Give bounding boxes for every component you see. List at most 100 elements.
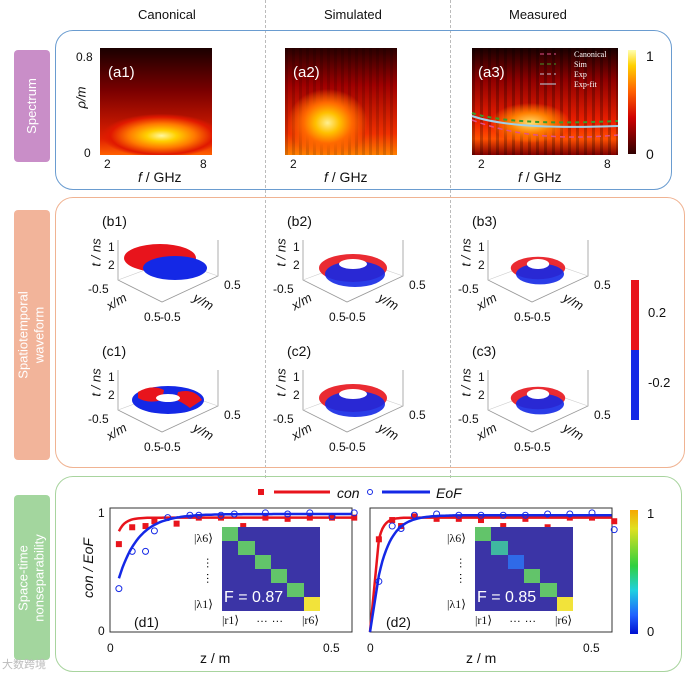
- x-axis-label: f / GHz: [138, 169, 182, 185]
- tick: -0.5: [160, 310, 181, 324]
- panel-label: (b2): [287, 213, 312, 229]
- inset-col-label: |r6⟩: [302, 613, 320, 627]
- EoF-data-point: [588, 509, 596, 517]
- waveform-3d-plot: [117, 370, 219, 433]
- EoF-data-point: [195, 511, 203, 519]
- xtick: 2: [290, 157, 297, 171]
- EoF-data-point: [544, 510, 552, 518]
- tick: 0.5: [594, 408, 611, 422]
- con-data-point: [284, 515, 291, 522]
- panel-label-d1: (d1): [134, 614, 159, 630]
- heatmap-a2: [285, 48, 397, 155]
- inset-ellipsis: … …: [509, 611, 537, 625]
- inset-ellipsis: … …: [204, 557, 218, 585]
- waveform-3d-plot: [302, 240, 404, 303]
- x-axis-label: f / GHz: [518, 169, 562, 185]
- EoF-data-point: [499, 511, 507, 519]
- tick: -0.5: [345, 310, 366, 324]
- EoF-data-point: [186, 511, 194, 519]
- tick: 0.5: [594, 278, 611, 292]
- row-label-nonseparability: Space-time nonseparability: [14, 495, 50, 660]
- matrix-diagonal-cell: [238, 541, 255, 555]
- EoF-data-point: [455, 511, 463, 519]
- matrix-diagonal-cell: [524, 569, 541, 583]
- panel-label-a1: (a1): [108, 64, 135, 81]
- xtick: 2: [478, 157, 485, 171]
- con-data-point: [411, 513, 418, 520]
- con-data-point: [611, 518, 618, 525]
- tick: 0.5: [144, 440, 161, 454]
- tick: 0.5: [144, 310, 161, 324]
- xtick: 2: [104, 157, 111, 171]
- tick: -0.5: [273, 412, 294, 426]
- tick: 1: [478, 240, 485, 254]
- density-matrix-inset: F = 0.85: [475, 527, 573, 611]
- tick: 1: [108, 370, 115, 384]
- panel-label: (b1): [102, 213, 127, 229]
- x-axis-label: z / m: [466, 650, 497, 666]
- panel-label-a3: (a3): [478, 64, 505, 81]
- matrix-diagonal-cell: [303, 597, 320, 611]
- spectrum-panel: [55, 30, 672, 190]
- tick: 1: [108, 240, 115, 254]
- tick: -0.5: [345, 440, 366, 454]
- waveform-3d-plot: [117, 240, 219, 303]
- EoF-data-point: [521, 511, 529, 519]
- fidelity-label: F = 0.85: [477, 589, 537, 606]
- matrix-diagonal-cell: [254, 555, 271, 569]
- waveform-3d-plot: [302, 370, 404, 433]
- EoF-data-point: [397, 524, 405, 532]
- tick: 0.5: [409, 278, 426, 292]
- tick: -0.5: [458, 282, 479, 296]
- con-data-point: [433, 515, 440, 522]
- legend-con: con: [337, 485, 360, 501]
- ytick: 0: [98, 624, 105, 638]
- legend-eof-marker: [367, 489, 373, 495]
- matrix-diagonal-cell: [475, 527, 492, 541]
- con-data-point: [151, 518, 158, 525]
- con-data-point: [129, 524, 136, 531]
- tick: -0.5: [530, 310, 551, 324]
- x-axis-label: f / GHz: [324, 169, 368, 185]
- con-data-point: [115, 541, 122, 548]
- tick: -0.5: [88, 412, 109, 426]
- EoF-data-point: [388, 522, 396, 530]
- EoF-data-point: [128, 547, 136, 555]
- con-data-point: [262, 514, 269, 521]
- EoF-data-point: [284, 510, 292, 518]
- EoF-data-point: [610, 526, 618, 534]
- xtick: 0: [107, 641, 114, 655]
- tick: 0.5: [514, 310, 531, 324]
- EoF-data-point: [350, 509, 358, 517]
- xtick: 0.5: [323, 641, 340, 655]
- ytick: 1: [98, 506, 105, 520]
- inset-ellipsis: … …: [457, 557, 471, 585]
- x-axis-label: z / m: [200, 650, 231, 666]
- con-data-point: [455, 515, 462, 522]
- tick: 0.5: [409, 408, 426, 422]
- colorbar-min: 0: [647, 624, 655, 639]
- con-data-point: [329, 514, 336, 521]
- EoF-data-point: [261, 509, 269, 517]
- plot-frame: [109, 507, 353, 633]
- matrix-colorbar: [630, 510, 638, 634]
- matrix-diagonal-cell: [556, 597, 573, 611]
- con-data-point: [195, 514, 202, 521]
- legend-eof: EoF: [436, 485, 462, 501]
- EoF-data-point: [217, 511, 225, 519]
- EoF-data-point: [477, 511, 485, 519]
- row-label-spectrum: Spectrum: [14, 50, 50, 162]
- EoF-data-point: [410, 511, 418, 519]
- waveform-colorbar: [631, 280, 639, 420]
- tick: 0.5: [224, 278, 241, 292]
- tick: 2: [478, 258, 485, 272]
- ytick: 0: [84, 146, 91, 160]
- heatmap-a3: [472, 48, 618, 155]
- tick: 1: [478, 370, 485, 384]
- EoF-data-point: [150, 527, 158, 535]
- heatmap-a1: [100, 48, 212, 155]
- ytick: 0.8: [76, 50, 93, 64]
- nonseparability-panel: [55, 476, 682, 672]
- tick: 2: [293, 388, 300, 402]
- negative-lobe: [143, 256, 207, 280]
